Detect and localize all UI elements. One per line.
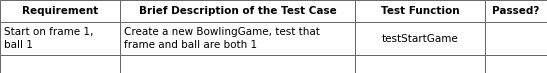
Bar <box>355 0 485 22</box>
Text: Create a new BowlingGame, test that
frame and ball are both 1: Create a new BowlingGame, test that fram… <box>124 28 320 50</box>
Text: Passed?: Passed? <box>492 6 540 16</box>
Text: Requirement: Requirement <box>22 6 98 16</box>
Bar <box>485 22 547 55</box>
Text: Brief Description of the Test Case: Brief Description of the Test Case <box>138 6 336 16</box>
Bar <box>355 22 485 55</box>
Bar <box>485 55 547 73</box>
Bar <box>0 55 120 73</box>
Bar <box>485 0 547 22</box>
Bar <box>355 55 485 73</box>
Bar <box>0 22 120 55</box>
Text: testStartGame: testStartGame <box>382 34 458 44</box>
Bar <box>120 0 355 22</box>
Bar <box>0 0 120 22</box>
Bar <box>120 55 355 73</box>
Bar <box>120 22 355 55</box>
Text: Start on frame 1,
ball 1: Start on frame 1, ball 1 <box>4 28 94 50</box>
Text: Test Function: Test Function <box>381 6 459 16</box>
